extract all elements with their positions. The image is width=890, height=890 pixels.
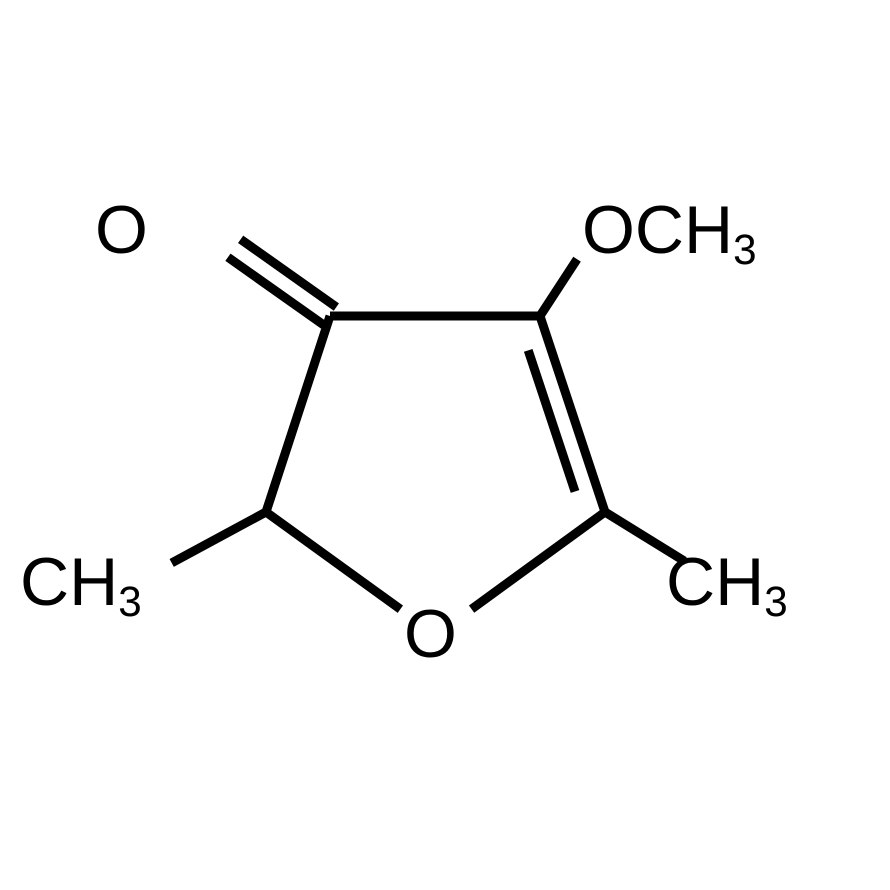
- label-text: CH: [20, 544, 118, 620]
- label-text: OCH: [582, 192, 733, 268]
- ring-oxygen-label: O: [404, 600, 457, 668]
- methyl-right-label: CH3: [666, 548, 788, 623]
- bond-layer: [0, 0, 890, 890]
- label-sub: 3: [764, 578, 787, 625]
- ketone-oxygen-label: O: [95, 196, 148, 264]
- label-text: O: [404, 596, 457, 672]
- label-sub: 3: [733, 226, 756, 273]
- label-text: CH: [666, 544, 764, 620]
- label-text: O: [95, 192, 148, 268]
- label-sub: 3: [118, 578, 141, 625]
- methoxy-label: OCH3: [582, 196, 757, 271]
- molecule-canvas: O OCH3 O CH3 CH3: [0, 0, 890, 890]
- methyl-left-label: CH3: [20, 548, 142, 623]
